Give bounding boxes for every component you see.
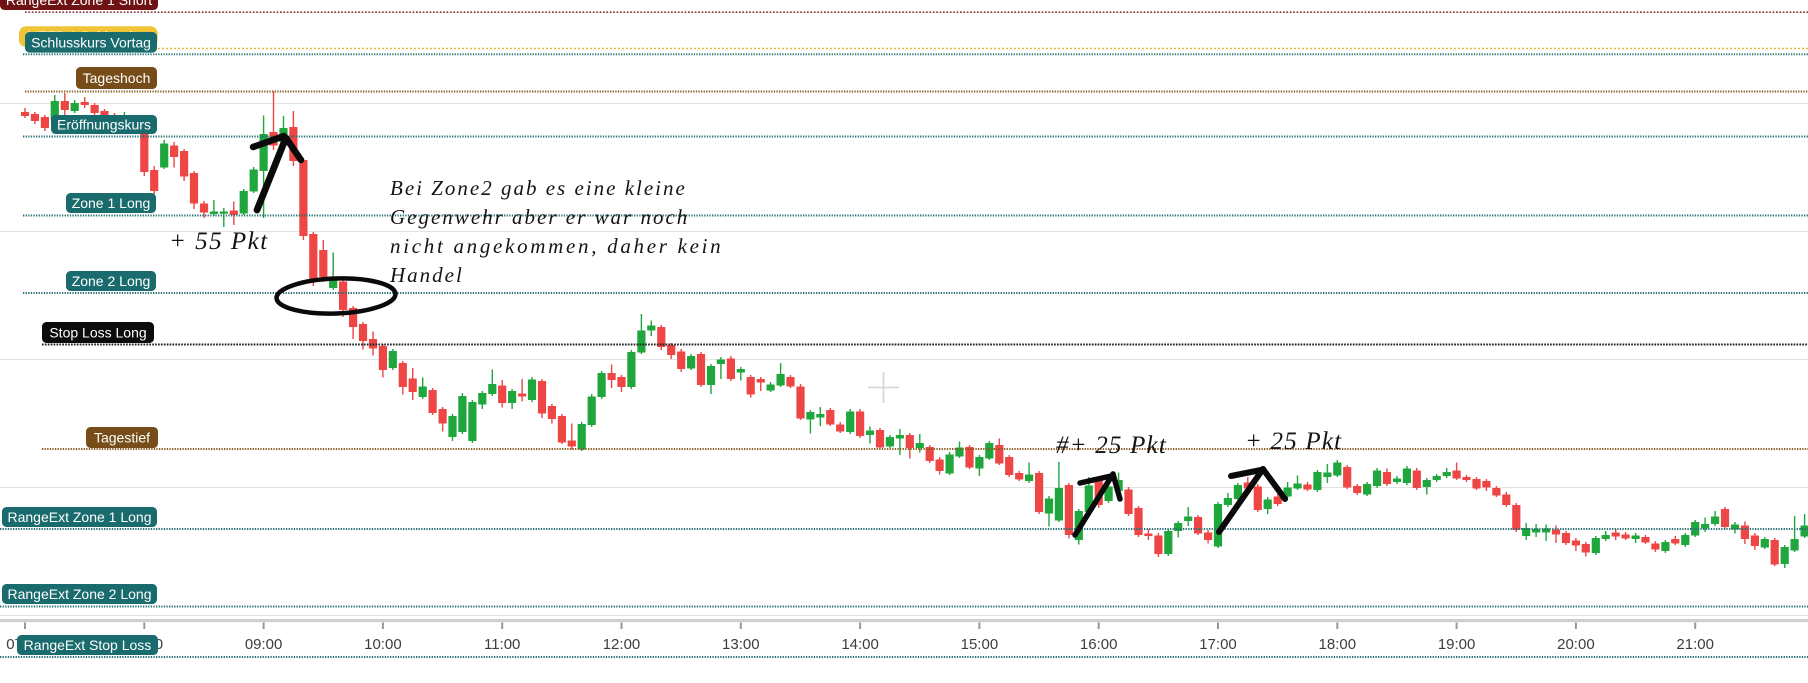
svg-text:#+ 25 Pkt: #+ 25 Pkt xyxy=(1056,432,1167,459)
svg-text:14:00: 14:00 xyxy=(841,636,879,653)
svg-text:Gegenwehr aber er war noch: Gegenwehr aber er war noch xyxy=(390,205,689,229)
svg-text:Tagestief: Tagestief xyxy=(94,430,150,446)
svg-text:+ 55 Pkt: + 55 Pkt xyxy=(169,228,269,255)
svg-text:Zone 1 Long: Zone 1 Long xyxy=(72,195,151,211)
svg-text:11:00: 11:00 xyxy=(484,636,520,653)
svg-text:09:00: 09:00 xyxy=(245,636,283,653)
svg-text:Zone 2 Long: Zone 2 Long xyxy=(72,273,151,289)
svg-text:+ 25 Pkt: + 25 Pkt xyxy=(1245,428,1342,455)
svg-text:Tageshoch: Tageshoch xyxy=(83,70,151,86)
svg-text:nicht angekommen, daher kein: nicht angekommen, daher kein xyxy=(390,234,723,258)
svg-text:13:00: 13:00 xyxy=(722,636,760,653)
svg-text:RangeExt Zone 1 Long: RangeExt Zone 1 Long xyxy=(8,509,152,525)
svg-text:Handel: Handel xyxy=(389,263,464,287)
svg-text:18:00: 18:00 xyxy=(1319,636,1357,653)
svg-text:19:00: 19:00 xyxy=(1438,636,1476,653)
svg-text:Bei Zone2 gab es eine kleine: Bei Zone2 gab es eine kleine xyxy=(390,176,687,200)
svg-text:21:00: 21:00 xyxy=(1676,636,1714,653)
svg-text:10:00: 10:00 xyxy=(364,636,402,653)
svg-text:15:00: 15:00 xyxy=(961,636,999,653)
svg-text:Schlusskurs Vortag: Schlusskurs Vortag xyxy=(31,34,151,50)
svg-text:17:00: 17:00 xyxy=(1199,636,1237,653)
svg-text:RangeExt Zone 1 Short: RangeExt Zone 1 Short xyxy=(6,0,152,8)
svg-text:RangeExt Stop Loss: RangeExt Stop Loss xyxy=(24,637,152,653)
svg-text:RangeExt Zone 2 Long: RangeExt Zone 2 Long xyxy=(8,586,152,602)
svg-text:16:00: 16:00 xyxy=(1080,636,1118,653)
svg-text:Eröffnungskurs: Eröffnungskurs xyxy=(57,117,151,133)
svg-text:20:00: 20:00 xyxy=(1557,636,1595,653)
svg-text:Stop Loss Long: Stop Loss Long xyxy=(49,325,146,341)
svg-text:12:00: 12:00 xyxy=(603,636,641,653)
